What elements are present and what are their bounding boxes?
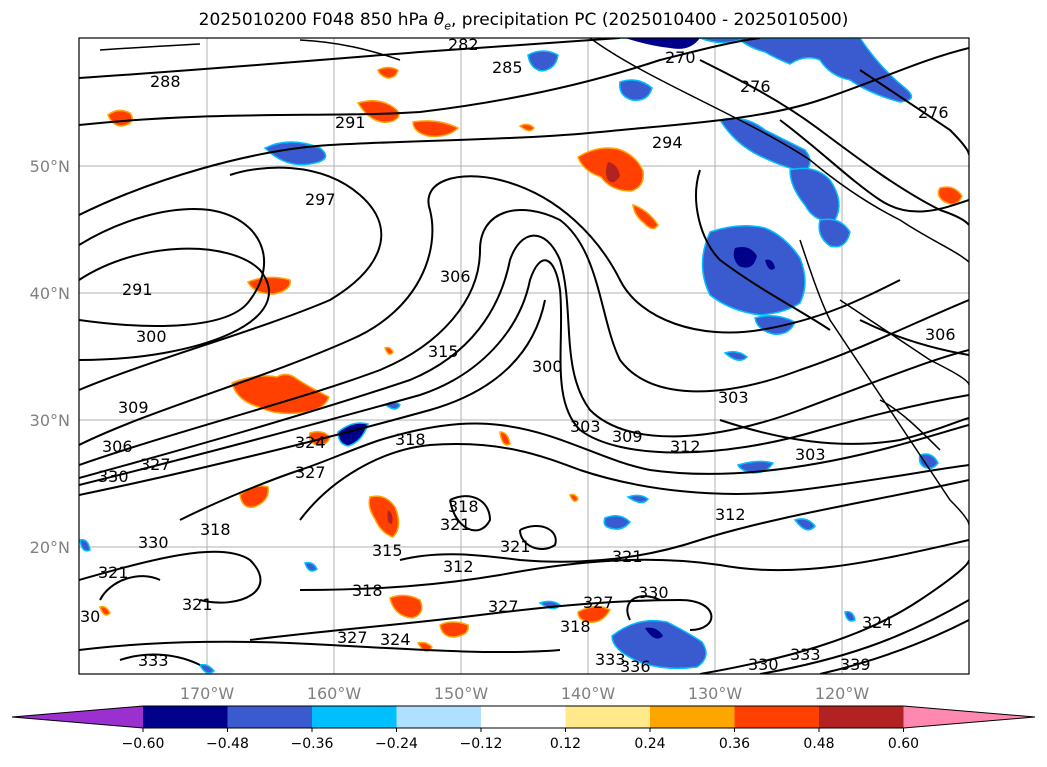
- latitude-labels: 50°N 40°N 30°N 20°N: [30, 157, 70, 557]
- contour-label: 327: [295, 463, 326, 482]
- contour-label: 318: [448, 497, 479, 516]
- lon-label-120w: 120°W: [815, 684, 870, 703]
- colorbar-tick-label: −0.48: [206, 736, 249, 752]
- colorbar-tick-label: −0.12: [460, 736, 503, 752]
- colorbar-tick-label: −0.24: [375, 736, 418, 752]
- contour-label: 327: [488, 597, 519, 616]
- contour-label: 336: [620, 657, 651, 676]
- contour-label: 291: [122, 280, 153, 299]
- contour-label: 339: [840, 655, 871, 674]
- contour-label: 306: [102, 437, 133, 456]
- contour-label: 330: [98, 467, 129, 486]
- contour-label: 30: [80, 607, 100, 626]
- contour-label: 333: [595, 650, 626, 669]
- coastline: [99, 38, 969, 526]
- contour-label: 288: [150, 72, 181, 91]
- contour-label: 315: [428, 342, 459, 361]
- contour-label: 276: [918, 103, 949, 122]
- contour-label: 312: [670, 437, 701, 456]
- longitude-labels: 170°W 160°W 150°W 140°W 130°W 120°W: [180, 684, 870, 703]
- theta-e-contours: [79, 38, 969, 674]
- colorbar-segment: [143, 706, 228, 728]
- map-title: 2025010200 F048 850 hPa θe, precipitatio…: [198, 10, 849, 33]
- lon-label-160w: 160°W: [307, 684, 362, 703]
- gridlines: [79, 38, 969, 674]
- lon-label-150w: 150°W: [434, 684, 489, 703]
- contour-label: 318: [200, 520, 231, 539]
- colorbar-segment: [312, 706, 397, 728]
- contour-label: 318: [395, 430, 426, 449]
- colorbar-segment: [565, 706, 650, 728]
- contour-label: 303: [718, 388, 749, 407]
- contour-label: 291: [335, 113, 366, 132]
- contour-label: 330: [748, 655, 779, 674]
- contour-label: 297: [305, 190, 336, 209]
- colorbar-segment: [650, 706, 735, 728]
- precip-positive: [99, 66, 963, 652]
- map-frame: [78, 37, 970, 675]
- colorbar-ticks: −0.60 −0.48 −0.36 −0.24 −0.12 0.12 0.24 0.36 0.4…: [122, 728, 919, 752]
- contour-label: 321: [98, 563, 129, 582]
- contour-label: 333: [790, 645, 821, 664]
- contour-label: 321: [612, 547, 643, 566]
- contour-labels: 288 285 270 291 294 276 297 291 306 300 …: [80, 35, 956, 676]
- contour-label: 309: [612, 427, 643, 446]
- contour-label: 303: [570, 417, 601, 436]
- contour-label: 330: [638, 583, 669, 602]
- colorbar-tick-label: −0.36: [291, 736, 334, 752]
- lat-label-50n: 50°N: [30, 157, 70, 176]
- colorbar-segment: [734, 706, 819, 728]
- contour-label: 312: [443, 557, 474, 576]
- contour-label: 315: [372, 541, 403, 560]
- contour-label: 321: [182, 595, 213, 614]
- contour-label: 303: [795, 445, 826, 464]
- colorbar-extend-high: [903, 706, 1035, 728]
- contour-label: 309: [118, 398, 149, 417]
- colorbar-segment: [819, 706, 904, 728]
- colorbar-tick-label: 0.12: [550, 736, 581, 752]
- colorbar-segment: [481, 706, 566, 728]
- colorbar-extend-low: [12, 706, 143, 728]
- contour-label: 330: [138, 533, 169, 552]
- contour-label: 324: [380, 630, 411, 649]
- contour-label: 306: [440, 267, 471, 286]
- contour-label: 312: [715, 505, 746, 524]
- contour-label: 270: [665, 48, 696, 67]
- colorbar-tick-label: 0.48: [803, 736, 834, 752]
- colorbar-segment: [227, 706, 312, 728]
- contour-label: 321: [500, 537, 531, 556]
- colorbar-tick-label: −0.60: [122, 736, 165, 752]
- contour-label: 306: [925, 325, 956, 344]
- contour-label: 300: [532, 357, 563, 376]
- contour-label: 324: [862, 613, 893, 632]
- map-panel: 288 285 270 291 294 276 297 291 306 300 …: [79, 35, 969, 676]
- contour-label: 300: [136, 327, 167, 346]
- colorbar: [11, 705, 1036, 729]
- contour-label: 327: [583, 593, 614, 612]
- colorbar-tick-label: 0.24: [634, 736, 665, 752]
- contour-label: 327: [337, 628, 368, 647]
- contour-label: 318: [560, 617, 591, 636]
- contour-label: 321: [440, 515, 471, 534]
- contour-label: 294: [652, 133, 683, 152]
- lat-label-20n: 20°N: [30, 538, 70, 557]
- contour-label: 327: [140, 455, 171, 474]
- lat-label-30n: 30°N: [30, 411, 70, 430]
- lon-label-140w: 140°W: [561, 684, 616, 703]
- lon-label-130w: 130°W: [688, 684, 743, 703]
- lon-label-170w: 170°W: [180, 684, 235, 703]
- colorbar-tick-label: 0.36: [719, 736, 750, 752]
- contour-label: 285: [492, 58, 523, 77]
- contour-label: 276: [740, 77, 771, 96]
- contour-label: 324: [295, 433, 326, 452]
- colorbar-segment: [396, 706, 481, 728]
- contour-label: 282: [448, 35, 479, 54]
- contour-label: 333: [138, 651, 169, 670]
- lat-label-40n: 40°N: [30, 284, 70, 303]
- contour-label: 318: [352, 581, 383, 600]
- colorbar-tick-label: 0.60: [888, 736, 919, 752]
